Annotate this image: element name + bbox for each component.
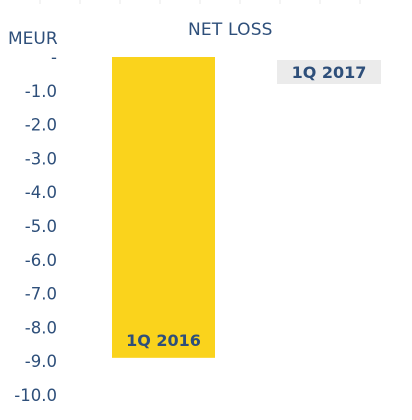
y-tick-label: -3.0: [25, 149, 57, 168]
y-tick-label: -9.0: [25, 352, 57, 371]
y-tick-label: -1.0: [25, 82, 57, 101]
y-tick-label: -2.0: [25, 116, 57, 135]
y-tick-label: -10.0: [14, 386, 57, 405]
y-axis-ticks: - -1.0 -2.0 -3.0 -4.0 -5.0 -6.0 -7.0 -8.0 -9.0 -10…: [14, 48, 57, 405]
bar-label: 1Q 2017: [292, 63, 367, 82]
y-tick-label: -4.0: [25, 183, 57, 202]
bar-1q-2016: [112, 57, 215, 358]
bars: [112, 57, 381, 358]
bar-1q-2017-label-box: [277, 60, 381, 84]
gridlines: [39, 0, 361, 4]
y-tick-label: -8.0: [25, 318, 57, 337]
y-axis-unit-label: MEUR: [8, 29, 58, 49]
y-tick-label: -6.0: [25, 251, 57, 270]
chart-title: NET LOSS: [188, 20, 273, 40]
y-tick-label: -7.0: [25, 285, 57, 304]
y-tick-label: -: [51, 48, 57, 67]
bar-label: 1Q 2016: [126, 331, 201, 350]
bar-labels: 1Q 2016 1Q 2017: [126, 63, 366, 350]
y-tick-label: -5.0: [25, 217, 57, 236]
